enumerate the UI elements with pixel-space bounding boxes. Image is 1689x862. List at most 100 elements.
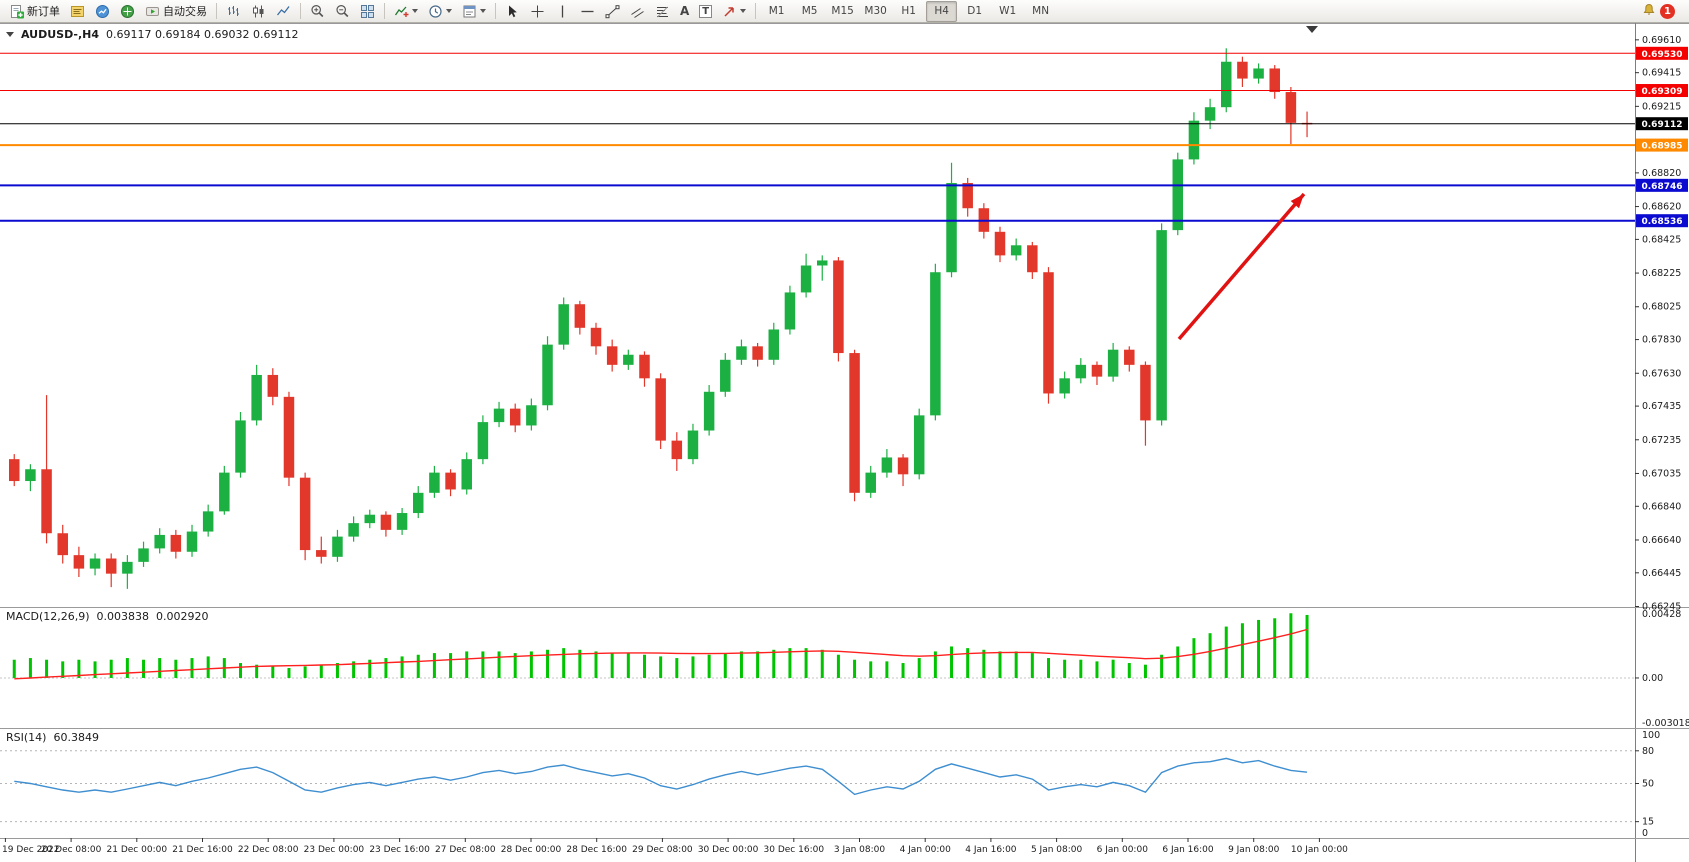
timeframe-m5-button[interactable]: M5 — [801, 5, 818, 17]
price-axis[interactable]: 0.69610 0.69415 0.69215 0.68820 0.68620 0.684… — [1635, 35, 1681, 613]
bar-chart-icon — [226, 4, 241, 19]
candle-body — [1156, 230, 1167, 421]
line-chart-button[interactable] — [272, 1, 295, 22]
svg-text:0.00: 0.00 — [1642, 673, 1663, 684]
metaeditor-icon — [70, 4, 85, 19]
candlestick-chart-icon — [251, 4, 266, 19]
crosshair-button[interactable] — [526, 1, 549, 22]
tile-windows-button[interactable] — [356, 1, 379, 22]
svg-text:3 Jan 08:00: 3 Jan 08:00 — [834, 845, 886, 855]
candle-body — [784, 292, 796, 330]
candle-body — [865, 472, 876, 493]
vertical-line-button[interactable] — [551, 1, 574, 22]
toolbar-separator — [384, 3, 385, 19]
macd-panel[interactable]: 0.00428 0.00 -0.003018 — [0, 609, 1689, 729]
price-badge — [1636, 117, 1688, 131]
crosshair-icon — [530, 4, 545, 19]
horizontal-lines[interactable]: 0.69530 0.69309 0.69112 0.68985 0.68746 0.685… — [0, 46, 1688, 228]
svg-text:0.66245: 0.66245 — [1642, 601, 1681, 612]
bar-chart-button[interactable] — [222, 1, 245, 22]
candle-body — [590, 327, 602, 347]
trend-arrow-annotation[interactable] — [1177, 192, 1306, 341]
timeframe-m15-button[interactable]: M15 — [831, 5, 854, 17]
timeframe-w1-button[interactable]: W1 — [999, 5, 1017, 17]
candle-body — [703, 391, 715, 431]
candle-body — [752, 346, 763, 360]
svg-text:22 Dec 08:00: 22 Dec 08:00 — [238, 845, 299, 855]
svg-text:30 Dec 00:00: 30 Dec 00:00 — [698, 845, 759, 855]
candle-body — [202, 511, 214, 532]
horizontal-line-button[interactable] — [576, 1, 599, 22]
candle-body — [429, 472, 440, 493]
svg-text:27 Dec 08:00: 27 Dec 08:00 — [435, 845, 496, 855]
candle-body — [348, 523, 359, 537]
candle-body — [1043, 272, 1054, 394]
candlestick-chart-button[interactable] — [247, 1, 270, 22]
candle-body — [1188, 120, 1200, 160]
timeframe-m1-button[interactable]: M1 — [768, 5, 785, 17]
text-tool-button[interactable]: A — [676, 1, 693, 22]
periods-button[interactable] — [424, 1, 456, 22]
candle-body — [1269, 68, 1280, 93]
candle-body — [122, 561, 133, 574]
timeframe-h4-button[interactable]: H4 — [926, 0, 958, 22]
candle-body — [962, 182, 973, 209]
price-chart-canvas[interactable]: 0.69610 0.69415 0.69215 0.68820 0.68620 0.684… — [0, 23, 1689, 862]
candle-body — [299, 477, 311, 551]
indicators-icon — [394, 4, 409, 19]
tile-windows-icon — [360, 4, 375, 19]
candle-body — [509, 408, 521, 426]
svg-text:0.66445: 0.66445 — [1642, 568, 1681, 579]
navigator-button[interactable] — [116, 1, 139, 22]
candle-body — [73, 555, 85, 569]
rsi-panel[interactable]: 100 80 50 150 — [0, 730, 1660, 839]
rsi-line — [14, 757, 1308, 796]
candle-body — [9, 459, 20, 482]
trendline-button[interactable] — [601, 1, 624, 22]
market-watch-button[interactable] — [91, 1, 114, 22]
candle-body — [639, 354, 650, 379]
candle-body — [897, 457, 909, 475]
zoom-out-button[interactable] — [331, 1, 354, 22]
timeframe-m30-button[interactable]: M30 — [864, 5, 887, 17]
text-label-tool-button[interactable]: T — [695, 1, 716, 22]
cursor-button[interactable] — [501, 1, 524, 22]
svg-text:-0.003018: -0.003018 — [1642, 718, 1689, 729]
candle-body — [1237, 61, 1248, 79]
fibonacci-button[interactable] — [651, 1, 674, 22]
notification-badge[interactable]: 1 — [1660, 3, 1675, 19]
candle-body — [1140, 364, 1151, 421]
candle-body — [1027, 245, 1038, 273]
fibonacci-icon — [655, 4, 670, 19]
svg-text:19 Dec 2022: 19 Dec 2022 — [2, 845, 60, 855]
arrows-tool-button[interactable] — [718, 1, 750, 22]
timeframe-mn-button[interactable]: MN — [1032, 5, 1050, 17]
zoom-out-icon — [335, 4, 350, 19]
one-click-trading-toggle-icon[interactable] — [6, 32, 14, 37]
candle-body — [1059, 378, 1070, 394]
timeframe-d1-button[interactable]: D1 — [967, 5, 982, 17]
price-badge — [1636, 214, 1688, 228]
chart-area[interactable]: 0.69610 0.69415 0.69215 0.68820 0.68620 0.684… — [0, 23, 1689, 862]
metaeditor-button[interactable] — [66, 1, 89, 22]
indicators-button[interactable] — [390, 1, 422, 22]
candle-body — [623, 354, 634, 365]
svg-text:0.67235: 0.67235 — [1642, 435, 1681, 446]
svg-text:0.68025: 0.68025 — [1642, 302, 1681, 313]
channel-button[interactable] — [626, 1, 649, 22]
price-badge — [1636, 84, 1688, 98]
candle-body — [930, 272, 941, 416]
timeframe-h1-button[interactable]: H1 — [901, 5, 916, 17]
zoom-in-button[interactable] — [306, 1, 329, 22]
svg-text:80: 80 — [1642, 746, 1654, 757]
candle-body — [1010, 245, 1022, 256]
chart-shift-marker-icon[interactable] — [1306, 26, 1318, 33]
candle-body — [477, 422, 489, 460]
templates-button[interactable] — [458, 1, 490, 22]
svg-text:0.69215: 0.69215 — [1642, 101, 1681, 112]
auto-trading-button[interactable]: 自动交易 — [141, 1, 211, 22]
candle-body — [461, 459, 472, 490]
dropdown-caret-icon — [480, 9, 486, 13]
new-order-button[interactable]: 新订单 — [5, 1, 64, 22]
